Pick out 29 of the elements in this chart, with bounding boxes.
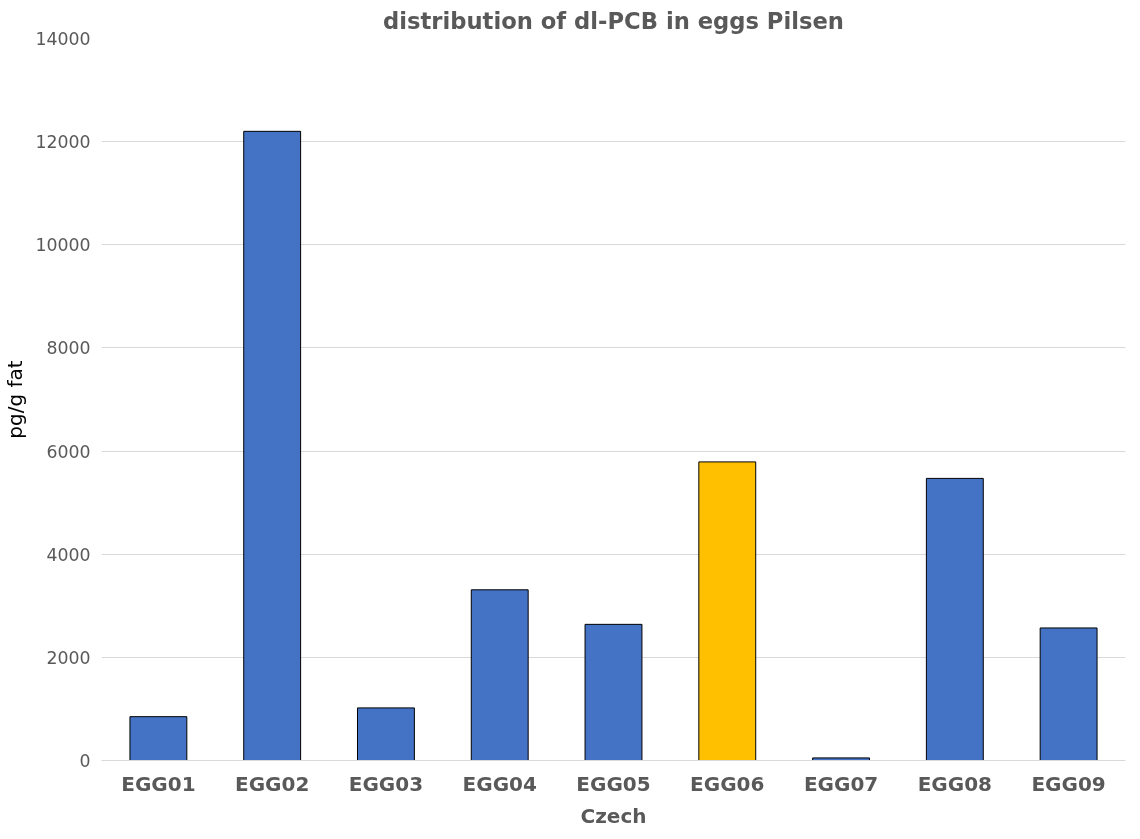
bar: [129, 716, 188, 761]
y-axis-title: pg/g fat: [3, 360, 28, 439]
bar: [243, 130, 302, 761]
y-tick-label: 8000: [46, 338, 91, 359]
x-tick-label: EGG07: [803, 771, 879, 796]
bar: [470, 589, 529, 761]
y-tick-label: 2000: [46, 647, 91, 668]
x-axis-title: Czech: [580, 803, 647, 828]
y-tick-label: 10000: [35, 235, 91, 256]
x-tick-label: EGG01: [121, 771, 196, 796]
bar: [584, 623, 643, 761]
x-tick-label: EGG09: [1031, 771, 1106, 796]
x-tick-label: EGG08: [917, 771, 992, 796]
y-tick-label: 12000: [35, 132, 91, 153]
y-tick-label: 4000: [46, 544, 91, 565]
x-tick-label: EGG03: [348, 771, 424, 796]
x-tick-label: EGG02: [235, 771, 310, 796]
x-tick-label: EGG05: [576, 771, 651, 796]
chart-title: distribution of dl-PCB in eggs Pilsen: [383, 7, 844, 34]
bar: [1039, 627, 1098, 761]
bar: [698, 461, 757, 761]
bar: [357, 707, 415, 761]
y-tick-label: 14000: [35, 29, 91, 49]
x-tick-label: EGG06: [690, 771, 765, 796]
bar: [925, 477, 984, 761]
x-tick-label: EGG04: [462, 771, 537, 796]
bar: [812, 757, 870, 761]
y-tick-label: 6000: [46, 441, 91, 462]
y-tick-label: 0: [79, 751, 91, 771]
